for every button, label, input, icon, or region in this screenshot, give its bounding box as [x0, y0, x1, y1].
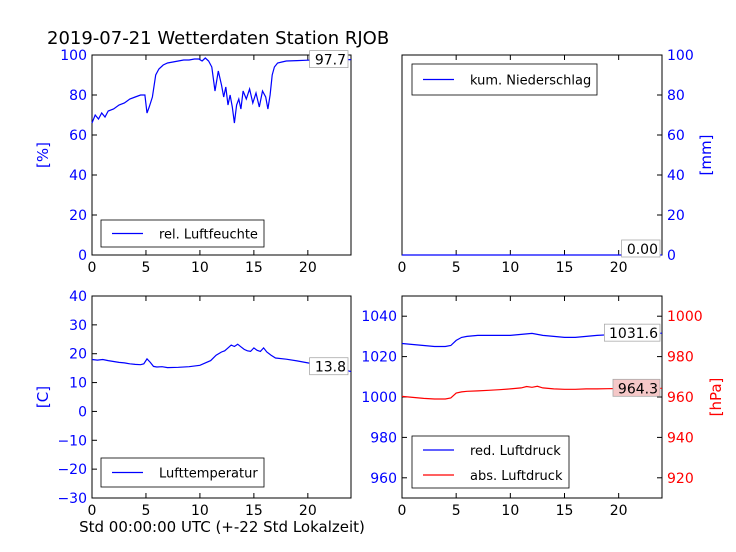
chart-panel-1: 0 5 10 15 20 0 20 40 60 80 100 [%] 97.7 rel. Luftfeuc…: [34, 48, 352, 276]
y-tick-label: 100: [667, 48, 694, 64]
legend-label: kum. Niederschlag: [470, 74, 591, 89]
x-tick-label: 10: [501, 503, 519, 519]
x-tick-label: 0: [88, 503, 97, 519]
y-axis-label: [%]: [34, 142, 52, 168]
chart-panel-2: 0 5 10 15 20 0 20 40 60 80 100 [mm] 0.00 kum. Nieders…: [398, 48, 715, 276]
legend-box: [411, 435, 570, 489]
series-line-2: [401, 385, 662, 400]
x-tick-label: 15: [556, 260, 574, 276]
x-tick-label: 0: [88, 260, 97, 276]
x-tick-label: 5: [141, 503, 150, 519]
x-tick-label: 15: [556, 503, 574, 519]
y-tick-label: 60: [69, 128, 87, 144]
y-tick-label: 20: [69, 208, 87, 224]
x-tick-label: 0: [398, 503, 407, 519]
y-tick-label: 80: [667, 88, 685, 104]
x-tick-label: 10: [501, 260, 519, 276]
y-tick-label: 0: [78, 404, 87, 420]
y-tick-label: −10: [57, 433, 87, 449]
y-tick-label: 0: [667, 248, 676, 264]
plot-frame: [91, 295, 352, 499]
plot-frame: [91, 54, 352, 256]
last-value-label: 97.7: [315, 53, 346, 69]
last-value-box: [621, 239, 661, 258]
legend-label: red. Luftdruck: [470, 444, 561, 459]
x-tick-label: 15: [245, 260, 263, 276]
y-tick-label: 100: [60, 48, 87, 64]
chart-panel-4: 0 5 10 15 20 960 980 1000 1020 1040 920 940 960 980 10…: [361, 295, 725, 519]
legend-label: rel. Luftfeuchte: [159, 228, 258, 243]
y-tick-label: −30: [57, 491, 87, 507]
y-tick-label: 80: [69, 88, 87, 104]
x-tick-label: 20: [610, 503, 628, 519]
last-value-label: 0.00: [627, 242, 658, 258]
x-tick-label: 5: [452, 503, 461, 519]
legend-label: abs. Luftdruck: [470, 469, 563, 484]
last-value-label: 13.8: [315, 360, 346, 376]
y-tick-label: 940: [667, 430, 694, 446]
y-tick-label: 10: [69, 376, 87, 392]
y-tick-label: 40: [69, 289, 87, 305]
last-value-label: 1031.6: [609, 326, 658, 342]
series-line-1: [91, 57, 351, 124]
y-tick-label: 1000: [361, 390, 397, 406]
y-tick-label: 960: [370, 471, 397, 487]
y-tick-label: 40: [667, 168, 685, 184]
y-tick-label: 30: [69, 318, 87, 334]
figure-title: 2019-07-21 Wetterdaten Station RJOB: [47, 28, 389, 49]
last-value-box: [604, 323, 661, 342]
y-tick-label: 60: [667, 128, 685, 144]
last-value-box: [309, 50, 349, 68]
y-tick-label: 980: [667, 350, 694, 366]
y-tick-label: 1040: [361, 309, 397, 325]
last-value-label: 964.3: [618, 381, 658, 397]
x-tick-label: 10: [191, 503, 209, 519]
y-tick-label: 980: [370, 430, 397, 446]
y-axis-label-right: [hPa]: [707, 378, 725, 417]
x-tick-label: 20: [610, 260, 628, 276]
x-tick-label: 15: [245, 503, 263, 519]
last-value-box: [309, 357, 349, 376]
x-tick-label: 10: [191, 260, 209, 276]
y-axis-label: [mm]: [697, 135, 715, 176]
legend-label: Lufttemperatur: [159, 467, 258, 482]
y-tick-label: 1000: [667, 309, 703, 325]
y-tick-label: 40: [69, 168, 87, 184]
x-tick-label: 5: [141, 260, 150, 276]
y-tick-label: 0: [78, 248, 87, 264]
y-tick-label: 960: [667, 390, 694, 406]
chart-panel-3: 0 5 10 15 20 −30 −20 −10 0 10 20 30 40 [C] 13.8 Lufttem…: [34, 289, 352, 519]
last-value-box: [612, 378, 661, 397]
x-axis-label: Std 00:00:00 UTC (+-22 Std Lokalzeit): [79, 518, 365, 536]
x-tick-label: 20: [299, 503, 317, 519]
y-tick-label: 1020: [361, 350, 397, 366]
y-tick-label: −20: [57, 462, 87, 478]
x-tick-label: 5: [452, 260, 461, 276]
series-line-1: [91, 343, 352, 373]
y-tick-label: 920: [667, 471, 694, 487]
y-tick-label: 20: [69, 347, 87, 363]
y-tick-label: 20: [667, 208, 685, 224]
y-axis-label: [C]: [34, 386, 52, 408]
x-tick-label: 20: [299, 260, 317, 276]
x-tick-label: 0: [398, 260, 407, 276]
